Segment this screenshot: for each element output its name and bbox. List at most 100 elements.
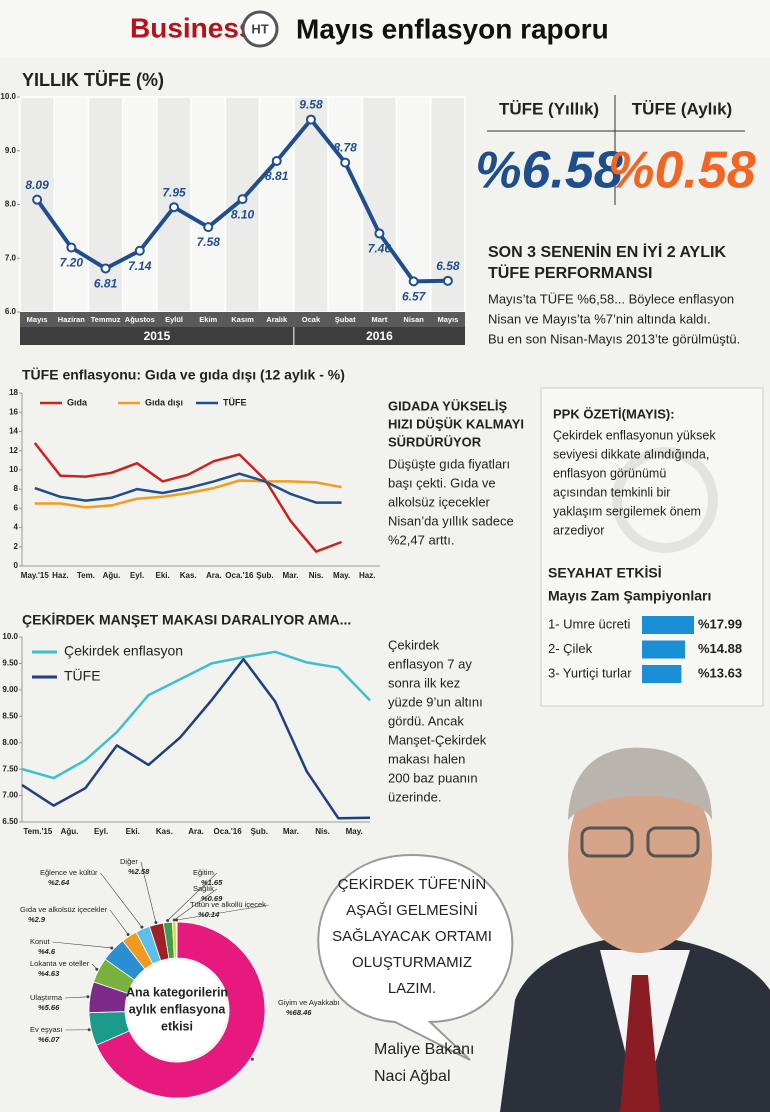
chart-title: ÇEKİRDEK MANŞET MAKASI DARALIYOR AMA... [22, 612, 351, 628]
leader-line [109, 909, 129, 935]
data-label: 7.20 [60, 256, 84, 270]
paragraph: seviyesi dikkate alındığında, [553, 447, 709, 461]
leader-dot [110, 946, 114, 950]
paragraph: sonra ilk kez [388, 675, 460, 690]
bar [642, 640, 686, 659]
bar-value: %14.88 [698, 641, 742, 656]
chart-title: YILLIK TÜFE (%) [22, 70, 164, 90]
x-tick-label: Ocak [302, 315, 321, 324]
section-heading: SÜRDÜRÜYOR [388, 434, 482, 449]
quote-line: SAĞLAYACAK ORTAMI [332, 928, 492, 945]
leader-line [65, 996, 88, 999]
brand: Business [130, 12, 255, 43]
data-line [34, 479, 342, 509]
legend-label: Gıda dışı [145, 397, 183, 407]
donut-center-label: aylık enflasyona [129, 1002, 227, 1016]
data-point [408, 276, 419, 287]
data-label: 7.95 [162, 185, 186, 199]
section-heading: HIZI DÜŞÜK KALMAYI [388, 416, 524, 431]
y-tick-label: 10.0 [0, 92, 16, 101]
column-stripe [190, 96, 227, 313]
x-tick-label: Oca.'16 [214, 827, 243, 836]
x-tick-label: Temmuz [91, 315, 121, 324]
x-tick-label: Mar. [282, 571, 298, 580]
slice-label: Lokanta ve oteller [30, 959, 90, 968]
y-tick-label: 8.0 [5, 200, 17, 209]
leader-line [140, 861, 157, 923]
legend-label: TÜFE [64, 667, 101, 684]
quote-line: AŞAĞI GELMESİNİ [346, 901, 478, 919]
paragraph: Manşet-Çekirdek [388, 732, 487, 747]
x-tick-label: Mar. [283, 827, 299, 836]
y-tick-label: 9.0 [5, 146, 17, 155]
data-line [21, 657, 371, 820]
x-tick-label: Eyl. [130, 571, 144, 580]
kpi-label: TÜFE (Aylık) [632, 99, 732, 118]
y-tick-label: 12 [9, 446, 18, 455]
data-label: 8.78 [334, 141, 358, 155]
leader-dot [250, 1057, 254, 1061]
column-stripe [361, 96, 398, 313]
column-stripe [87, 96, 124, 313]
x-tick-label: Oca.'16 [225, 571, 254, 580]
x-tick-label: Ağu. [61, 827, 79, 836]
x-tick-label: Nisan [403, 315, 424, 324]
y-tick-label: 8.50 [2, 711, 18, 720]
paragraph: enflasyon 7 ay [388, 656, 472, 671]
glasses [646, 826, 700, 858]
caption: Naci Ağbal [374, 1068, 451, 1085]
paragraph: alkolsüz içecekler [388, 494, 491, 509]
donut-center [127, 960, 227, 1060]
face [568, 757, 712, 953]
category-band [20, 312, 465, 327]
leader-line [174, 888, 218, 921]
leader-dot [172, 918, 176, 922]
chart-title: TÜFE enflasyonu: Gıda ve gıda dışı (12 a… [22, 367, 345, 383]
y-tick-label: 0 [14, 561, 19, 570]
paragraph: %2,47 arttı. [388, 532, 454, 547]
leader-line [52, 941, 112, 949]
section-heading: SON 3 SENENİN EN İYİ 2 AYLIK [488, 243, 726, 261]
leader-dot [166, 918, 170, 922]
slice-label: Eğitim [193, 868, 214, 877]
y-tick-label: 16 [9, 407, 18, 416]
paragraph: Çekirdek enflasyonun yüksek [553, 428, 716, 442]
slice-label: Ev eşyası [30, 1025, 63, 1034]
x-tick-label: Şub. [251, 827, 268, 836]
slice-value: %1.65 [201, 878, 223, 887]
x-tick-label: Haz. [52, 571, 68, 580]
x-tick-label: Haziran [58, 315, 86, 324]
paragraph: Nisan ve Mayıs’ta %7’nin altında kaldı. [488, 311, 711, 326]
slice-value: %5.66 [38, 1003, 60, 1012]
paragraph: başı çekti. Gıda ve [388, 475, 496, 490]
leader-line [100, 872, 143, 928]
page-title: Mayıs enflasyon raporu [296, 13, 609, 44]
column-stripe [293, 96, 329, 313]
slice-label: Gıda ve alkolsüz içecekler [20, 905, 108, 914]
data-point [100, 263, 111, 274]
chart-subtitle: Mayıs Zam Şampiyonları [548, 588, 711, 604]
legend-label: Çekirdek enflasyon [64, 643, 183, 659]
data-label: 8.81 [265, 169, 289, 183]
x-tick-label: Eyl. [94, 827, 108, 836]
y-tick-label: 8.00 [2, 738, 18, 747]
watermark [612, 447, 718, 553]
y-tick-label: 6 [14, 503, 19, 512]
data-point [340, 157, 351, 168]
data-point [134, 245, 145, 256]
slice-value: %0.69 [201, 894, 223, 903]
quote-line: OLUŞTURMAMIZ [352, 954, 472, 971]
data-point [203, 222, 214, 233]
x-tick-label: May.'15 [21, 571, 50, 580]
column-stripe [327, 96, 364, 313]
x-tick-label: Ağustos [125, 315, 155, 324]
y-tick-label: 18 [9, 388, 18, 397]
x-tick-label: Kasım [231, 315, 254, 324]
data-label: 6.58 [436, 259, 460, 273]
donut-slice [95, 921, 266, 1099]
slice-value: %2.64 [48, 878, 70, 887]
column-stripe [258, 96, 295, 313]
x-tick-label: May. [346, 827, 363, 836]
x-tick-label: Ara. [206, 571, 222, 580]
logo-ring [241, 10, 279, 48]
